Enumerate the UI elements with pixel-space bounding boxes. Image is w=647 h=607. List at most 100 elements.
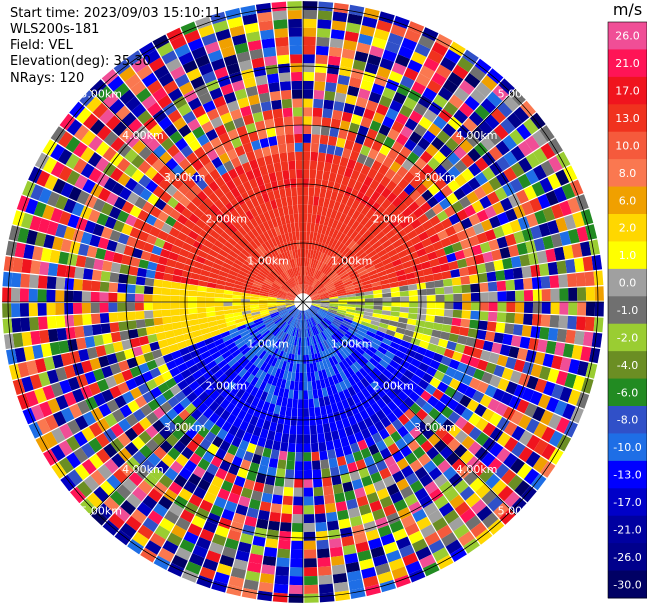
velocity-gate <box>328 270 336 279</box>
velocity-gate <box>435 287 445 295</box>
velocity-gate <box>291 336 296 346</box>
velocity-gate <box>304 576 318 586</box>
velocity-gate <box>399 285 409 292</box>
velocity-gate <box>231 349 242 358</box>
velocity-gate <box>380 447 392 460</box>
velocity-gate <box>453 87 470 102</box>
velocity-gate <box>346 227 355 238</box>
velocity-gate <box>257 509 270 521</box>
velocity-gate <box>339 213 347 223</box>
velocity-gate <box>334 92 347 103</box>
velocity-gate <box>59 423 74 440</box>
velocity-gate <box>443 466 457 481</box>
velocity-gate <box>154 237 166 249</box>
velocity-gate <box>303 434 311 444</box>
velocity-gate <box>244 22 259 34</box>
velocity-gate <box>584 316 595 332</box>
velocity-gate <box>308 318 313 328</box>
velocity-gate <box>313 196 320 206</box>
velocity-gate <box>360 377 370 388</box>
velocity-gate <box>241 401 251 413</box>
velocity-gate <box>514 313 524 325</box>
velocity-gate <box>493 364 505 378</box>
velocity-gate <box>241 333 251 341</box>
velocity-gate <box>437 338 449 348</box>
velocity-gate <box>323 254 330 264</box>
velocity-gate <box>378 359 389 369</box>
velocity-gate <box>207 483 221 496</box>
velocity-gate <box>296 425 303 435</box>
velocity-gate <box>473 186 487 200</box>
velocity-gate <box>205 307 215 313</box>
velocity-gate <box>305 319 309 329</box>
velocity-gate <box>523 277 533 290</box>
velocity-gate <box>225 391 236 403</box>
velocity-gate <box>319 243 325 253</box>
velocity-gate <box>297 399 303 409</box>
velocity-gate <box>329 304 339 308</box>
velocity-gate <box>301 284 303 294</box>
velocity-gate <box>267 73 279 84</box>
velocity-gate <box>2 303 12 318</box>
velocity-gate <box>585 286 595 301</box>
velocity-gate <box>118 360 130 372</box>
velocity-gate <box>403 420 416 433</box>
velocity-gate <box>448 424 462 438</box>
velocity-gate <box>338 184 347 195</box>
velocity-gate <box>534 351 546 366</box>
velocity-gate <box>432 517 448 532</box>
velocity-gate <box>453 524 470 539</box>
velocity-gate <box>14 242 26 258</box>
velocity-gate <box>277 307 287 312</box>
velocity-gate <box>496 447 511 463</box>
velocity-gate <box>60 352 73 367</box>
velocity-gate <box>380 416 392 428</box>
velocity-gate <box>444 49 461 64</box>
velocity-gate <box>65 136 81 153</box>
velocity-gate <box>369 45 384 58</box>
velocity-gate <box>257 464 268 476</box>
velocity-gate <box>384 333 394 342</box>
velocity-gate <box>364 262 374 270</box>
velocity-gate <box>254 215 263 226</box>
velocity-gate <box>358 88 371 100</box>
velocity-gate <box>304 531 316 541</box>
velocity-gate <box>334 211 343 221</box>
velocity-gate <box>378 274 389 282</box>
velocity-gate <box>280 197 288 207</box>
velocity-gate <box>479 467 494 483</box>
velocity-gate <box>334 146 344 157</box>
velocity-gate <box>368 91 382 104</box>
velocity-gate <box>262 447 272 458</box>
velocity-gate <box>215 525 230 538</box>
velocity-gate <box>311 380 317 390</box>
velocity-gate <box>327 310 337 315</box>
velocity-gate <box>273 583 289 594</box>
velocity-gate <box>449 494 465 509</box>
velocity-gate <box>365 208 375 220</box>
velocity-gate <box>290 277 296 287</box>
velocity-gate <box>353 335 363 344</box>
velocity-gate <box>521 387 535 402</box>
velocity-gate <box>292 318 297 327</box>
velocity-gate <box>321 468 331 478</box>
velocity-gate <box>329 294 338 298</box>
velocity-gate <box>67 214 80 229</box>
velocity-gate <box>272 348 279 358</box>
velocity-gate <box>258 304 268 307</box>
velocity-gate <box>232 294 242 299</box>
velocity-gate <box>327 348 334 358</box>
velocity-gate <box>327 337 335 347</box>
velocity-gate <box>499 344 511 357</box>
velocity-gate <box>260 288 270 293</box>
velocity-gate <box>286 269 293 279</box>
velocity-gate <box>353 105 366 117</box>
velocity-gate <box>364 308 374 313</box>
velocity-gate <box>38 187 52 204</box>
velocity-gate <box>450 325 461 335</box>
velocity-gate <box>199 365 210 375</box>
velocity-gate <box>311 451 320 461</box>
azimuth-spoke <box>89 301 304 516</box>
velocity-gate <box>67 253 78 266</box>
velocity-gate <box>416 314 427 321</box>
